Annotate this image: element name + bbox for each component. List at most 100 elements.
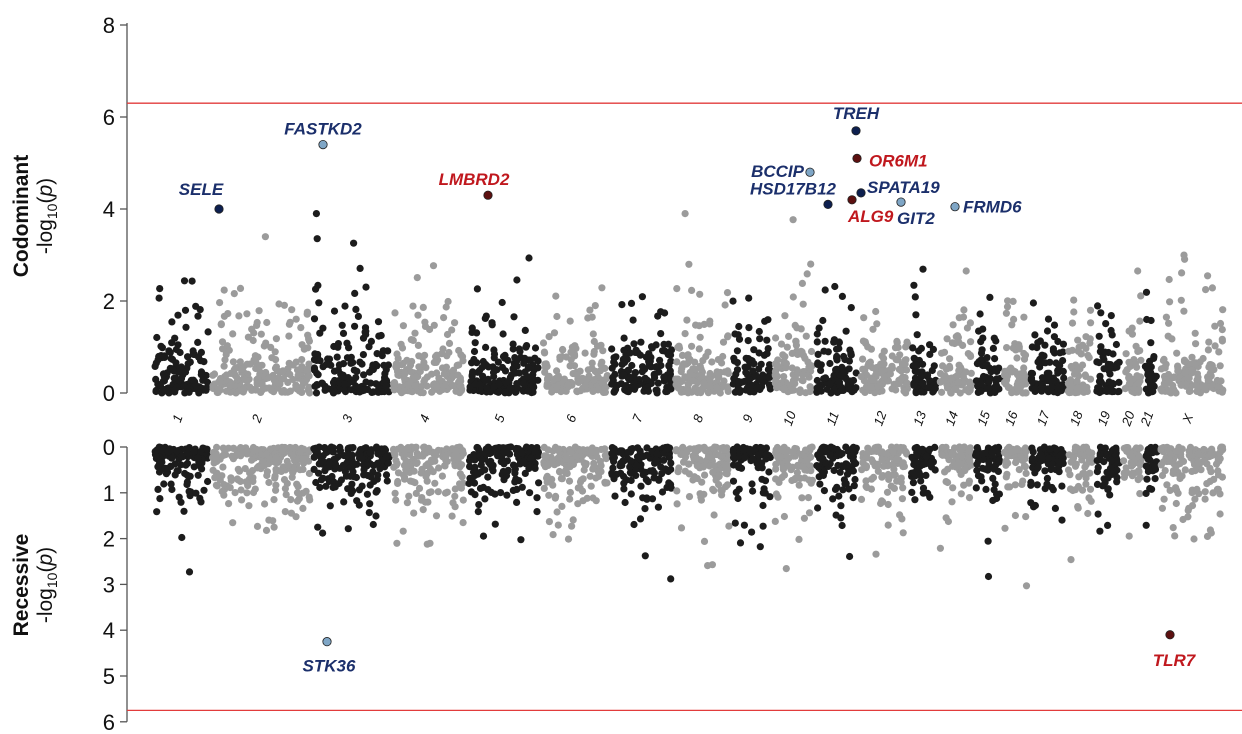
codominant-snp-point [280,301,288,309]
recessive-snp-point [565,477,574,485]
codominant-snp-point [620,334,628,342]
recessive-snp-point [653,450,661,458]
codominant-snp-point [772,334,780,342]
codominant-snp-point [989,344,998,352]
codominant-snp-point [1108,379,1116,387]
recessive-snp-point [1104,521,1112,530]
codominant-snp-point [802,332,810,340]
codominant-snp-point [880,347,888,355]
codominant-snp-point [411,329,419,337]
recessive-snp-point [271,472,279,480]
recessive-snp-point [636,515,645,523]
codominant-snp-point [798,376,806,384]
recessive-snp-point [167,480,175,488]
codominant-snp-point [397,340,405,348]
codominant-snp-point [1165,387,1173,395]
codominant-snp-point [172,359,180,367]
recessive-snp-point [841,480,849,488]
codominant-snp-point [530,366,538,374]
recessive-snp-point [839,486,847,494]
recessive-snp-point [892,456,901,464]
codominant-snp-point [220,286,228,294]
codominant-snp-point [626,349,634,357]
recessive-snp-point [993,490,1001,498]
recessive-snp-point [1104,485,1112,493]
highlight-point-bccip [805,167,815,177]
codominant-snp-point [698,372,706,380]
codominant-snp-point [1100,365,1108,373]
codominant-snp-point [483,384,491,392]
chromosome-label: 9 [739,412,756,424]
codominant-snp-point [562,387,570,395]
recessive-snp-point [884,470,892,479]
codominant-snp-point [159,370,167,378]
recessive-snp-point [1191,467,1199,475]
codominant-snp-point [1086,375,1095,383]
codominant-snp-point [909,344,917,352]
recessive-snp-point [457,481,465,489]
codominant-snp-point [820,347,828,355]
codominant-snp-point [344,374,352,382]
codominant-snp-point [1114,388,1122,396]
recessive-snp-point [1053,446,1061,454]
codominant-snp-point [813,330,821,338]
highlight-point-tlr7 [1165,630,1175,640]
recessive-snp-point [1094,510,1102,518]
codominant-snp-point [891,344,900,352]
recessive-snp-point [780,512,789,521]
recessive-snp-point [513,498,521,506]
codominant-snp-point [967,369,975,377]
recessive-snp-point [287,496,295,504]
recessive-snp-point [890,484,899,492]
codominant-snp-point [553,374,562,382]
codominant-snp-point [1177,296,1185,304]
recessive-snp-point [278,447,286,455]
recessive-snp-point [965,494,974,502]
recessive-snp-point [459,519,467,527]
codominant-snp-point [807,260,815,268]
codominant-snp-point [411,382,419,390]
recessive-snp-point [1006,483,1014,491]
recessive-y-tick-label: 0 [103,435,115,460]
recessive-snp-point [372,488,380,496]
recessive-snp-point [525,464,533,473]
recessive-snp-point [571,443,579,451]
codominant-snp-point [977,380,985,389]
recessive-snp-point [154,485,162,493]
recessive-snp-point [741,454,749,462]
codominant-snp-point [788,386,796,394]
recessive-snp-point [203,445,211,453]
recessive-snp-point [392,496,400,504]
codominant-snp-point [564,381,572,389]
recessive-snp-point [366,449,374,457]
codominant-snp-point [451,319,459,327]
recessive-snp-point [652,456,660,464]
codominant-snp-point [1174,362,1182,370]
codominant-snp-point [1165,319,1173,327]
recessive-snp-point [1041,467,1049,475]
codominant-snp-point [756,375,764,383]
codominant-snp-point [926,377,934,385]
recessive-snp-point [526,489,534,497]
recessive-snp-point [685,493,694,501]
recessive-snp-point [911,458,919,466]
codominant-snp-point [440,314,448,322]
codominant-snp-point [153,333,161,342]
highlight-point-alg9 [847,195,857,205]
codominant-snp-point [624,366,632,374]
recessive-snp-point [360,466,368,474]
codominant-snp-point [516,347,524,356]
recessive-snp-point [754,451,762,459]
recessive-snp-point [637,482,645,490]
recessive-snp-point [287,509,295,517]
chromosome-label: 11 [823,410,842,428]
recessive-snp-point [715,481,723,489]
codominant-snp-point [271,378,279,386]
codominant-snp-point [227,381,235,389]
codominant-snp-point [608,345,616,353]
codominant-snp-point [305,372,313,380]
codominant-snp-point [706,317,714,325]
codominant-snp-point [835,344,843,353]
recessive-snp-point [549,481,557,489]
